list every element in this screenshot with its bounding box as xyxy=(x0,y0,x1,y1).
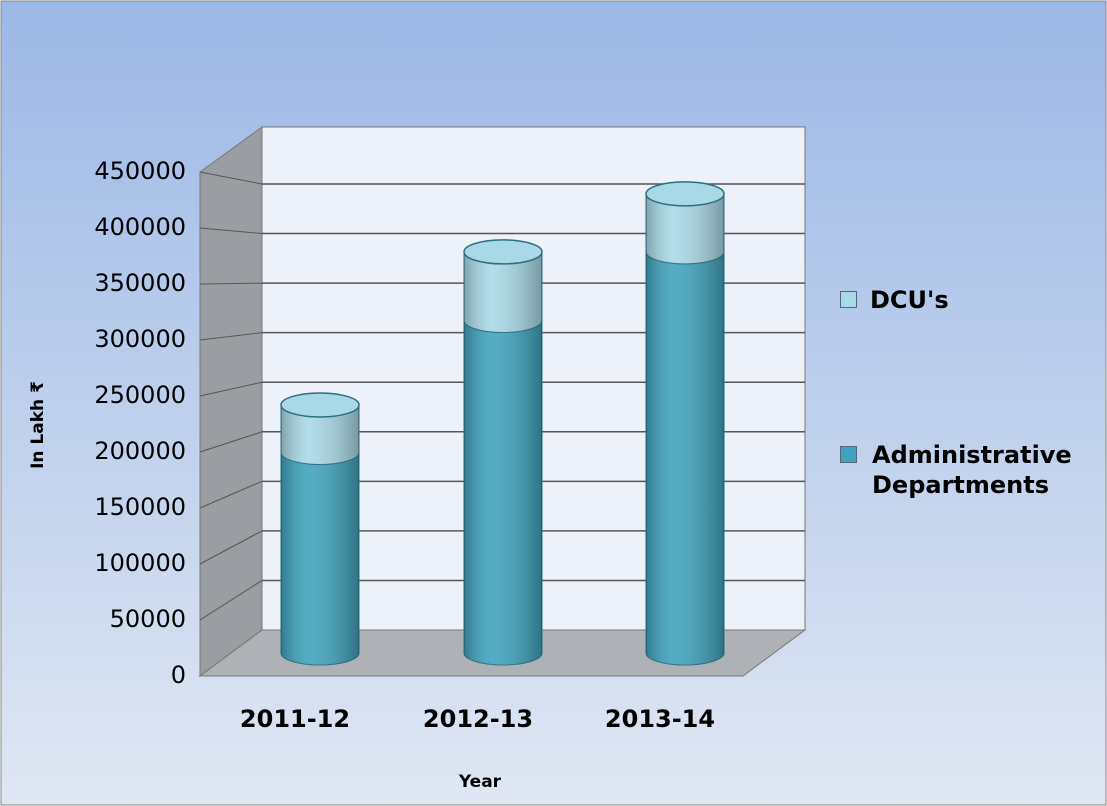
y-tick-label: 350000 xyxy=(94,269,186,297)
y-tick-label: 100000 xyxy=(94,549,186,577)
cylinder-shade xyxy=(281,404,359,465)
cylinder-shade xyxy=(281,452,359,665)
grid-line xyxy=(199,580,263,621)
cylinder-shade xyxy=(464,320,542,665)
cylinder-shade xyxy=(464,251,542,333)
y-tick-label: 400000 xyxy=(94,213,186,241)
cylinder-shade xyxy=(646,251,724,665)
cylinder-cap xyxy=(645,181,725,207)
side-wall xyxy=(199,126,263,677)
grid-line xyxy=(199,480,263,509)
grid-line xyxy=(199,227,263,235)
y-tick-label: 300000 xyxy=(94,325,186,353)
y-tick-label: 250000 xyxy=(94,381,186,409)
cylinder-cap xyxy=(280,392,360,418)
legend-label: DCU's xyxy=(870,286,949,314)
y-axis-label: In Lakh ₹ xyxy=(28,381,48,469)
grid-line xyxy=(199,530,263,565)
x-tick-label: 2011-12 xyxy=(240,705,350,733)
grid-line xyxy=(199,431,263,453)
cylinder-cap xyxy=(463,239,543,265)
legend-label: Administrative Departments xyxy=(872,441,1072,499)
y-tick-label: 150000 xyxy=(94,493,186,521)
legend-swatch xyxy=(840,291,857,308)
y-tick-label: 0 xyxy=(171,661,186,689)
grid-line xyxy=(199,171,263,185)
x-axis-label: Year xyxy=(458,772,502,792)
x-tick-label: 2012-13 xyxy=(423,705,533,733)
grid-line xyxy=(199,282,263,285)
legend-swatch xyxy=(840,446,857,463)
cylinder-shade xyxy=(646,193,724,264)
grid-line xyxy=(199,332,263,341)
grid-line xyxy=(199,381,263,397)
y-tick-label: 450000 xyxy=(94,157,186,185)
y-tick-label: 200000 xyxy=(94,437,186,465)
x-tick-label: 2013-14 xyxy=(605,705,715,733)
y-tick-label: 50000 xyxy=(110,605,186,633)
